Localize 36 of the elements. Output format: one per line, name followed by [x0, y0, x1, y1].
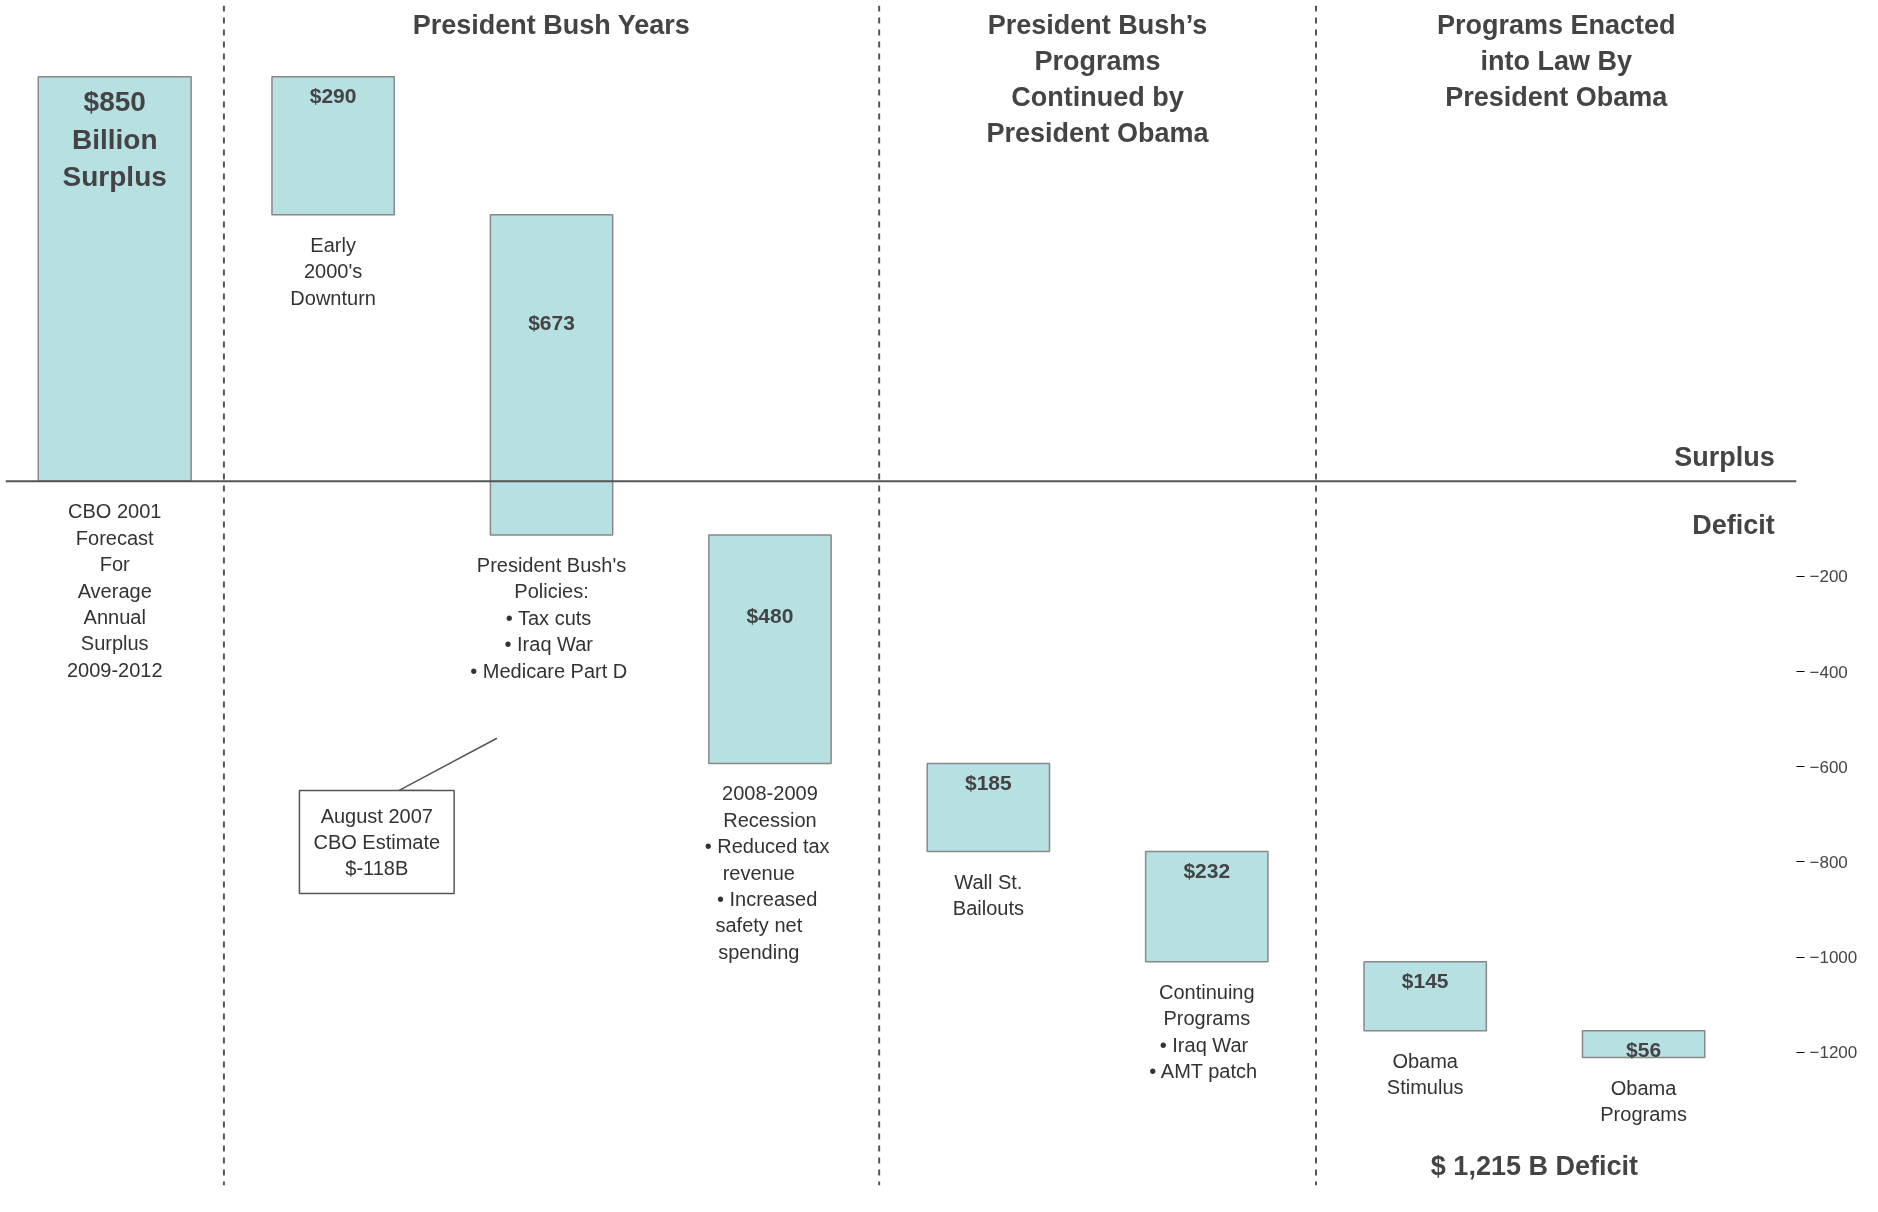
data-label: $673: [528, 310, 575, 334]
annotation: August 2007 CBO Estimate $-118B: [313, 804, 441, 880]
annotation: President Bush’s Programs Continued by President Obama: [986, 10, 1210, 149]
bar: [708, 534, 832, 765]
data-label: $850 Billion Surplus: [62, 86, 167, 192]
x-tick-label: Obama Programs: [1600, 1076, 1687, 1125]
y-tick-label: −600: [1809, 757, 1848, 777]
x-tick-label: Wall St. Bailouts: [952, 870, 1024, 919]
data-label: $145: [1401, 969, 1449, 993]
data-label: $480: [746, 603, 794, 627]
data-label: $185: [965, 770, 1013, 794]
bar: [489, 214, 614, 536]
x-tick-label: Obama Stimulus: [1386, 1049, 1464, 1099]
y-tick-label: −1200: [1809, 1043, 1858, 1063]
annotation: $ 1,215 B Deficit: [1430, 1150, 1638, 1181]
y-tick-label: −1000: [1809, 948, 1858, 968]
bar: [271, 76, 396, 216]
bar: [1363, 961, 1488, 1032]
annotation: President Bush Years: [412, 10, 690, 41]
data-label: $290: [309, 84, 357, 108]
annotation: Surplus: [1674, 441, 1775, 472]
x-tick-label: 2008-2009 Recession • Reduced tax revenue • Increased safety net spending: [704, 782, 830, 963]
x-tick-label: CBO 2001 Forecast For Average Annual Surplus 2009-2012: [66, 500, 163, 681]
annotation: Programs Enacted into Law By President Obama: [1436, 10, 1676, 113]
y-tick-label: −800: [1809, 852, 1848, 872]
data-label: $232: [1183, 858, 1231, 882]
bar: [1581, 1030, 1706, 1059]
y-tick-label: −400: [1809, 662, 1848, 682]
x-tick-label: Early 2000's Downturn: [290, 233, 376, 309]
data-label: $56: [1626, 1038, 1662, 1061]
x-tick-label: Continuing Programs • Iraq War • AMT patch: [1149, 980, 1258, 1083]
bar: [926, 762, 1051, 853]
annotation: Deficit: [1692, 509, 1775, 540]
y-tick-label: −200: [1809, 567, 1848, 587]
bar: [1144, 850, 1269, 963]
x-tick-label: President Bush's Policies: • Tax cuts • Iraq War • Medicare Part D: [470, 554, 628, 682]
